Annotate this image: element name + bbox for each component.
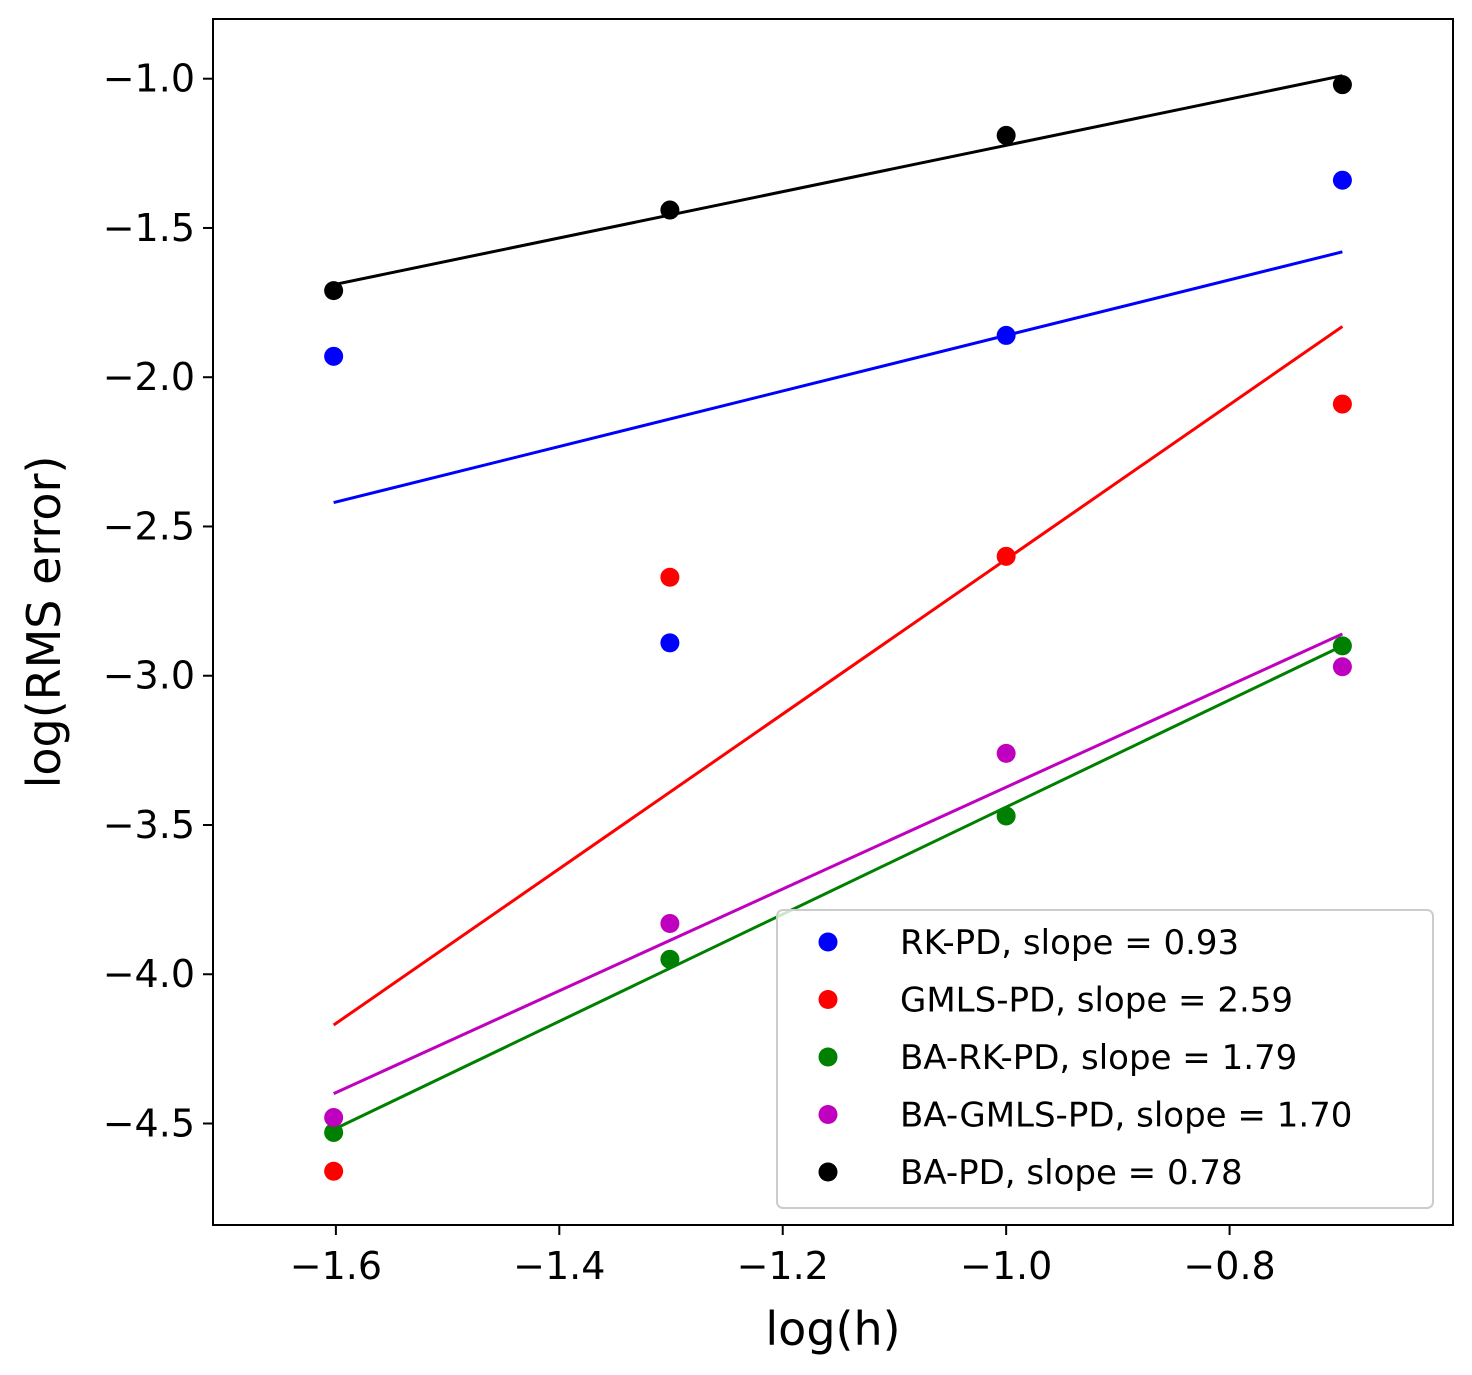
legend-label: BA-RK-PD, slope = 1.79 xyxy=(900,1038,1297,1078)
y-tick-label: −1.0 xyxy=(103,57,195,101)
x-axis-label: log(h) xyxy=(765,1302,900,1356)
data-point xyxy=(1332,170,1352,190)
x-axis-ticks: −1.6 −1.4 −1.2 −1.0 −0.8 xyxy=(290,1225,1276,1288)
plot-frame xyxy=(212,18,1454,1226)
y-tick-label: −3.5 xyxy=(103,803,195,847)
legend-label: GMLS-PD, slope = 2.59 xyxy=(900,981,1293,1021)
fit-line xyxy=(333,74,1343,287)
x-tick-label: −1.4 xyxy=(513,1244,605,1288)
data-point xyxy=(660,200,680,220)
fit-line xyxy=(332,325,1344,1027)
y-tick-label: −4.5 xyxy=(103,1102,195,1146)
y-axis-label: log(RMS error) xyxy=(17,456,71,789)
data-point xyxy=(660,567,680,587)
fit-line xyxy=(333,250,1343,505)
data-point xyxy=(660,949,680,969)
data-point xyxy=(996,806,1016,826)
legend-marker xyxy=(818,990,838,1009)
y-axis-ticks: −1.0 −1.5 −2.0 −2.5 −3.0 −3.5 −4.0 −4.5 xyxy=(103,57,213,1146)
data-point xyxy=(660,633,680,653)
y-tick-label: −2.0 xyxy=(103,355,195,399)
x-tick-label: −1.2 xyxy=(737,1244,829,1288)
data-point xyxy=(1332,75,1352,95)
data-point xyxy=(324,281,344,301)
data-point xyxy=(324,1122,344,1142)
legend-label: RK-PD, slope = 0.93 xyxy=(900,923,1239,963)
y-tick-label: −1.5 xyxy=(103,206,195,250)
y-tick-label: −4.0 xyxy=(103,952,195,996)
x-tick-label: −1.0 xyxy=(960,1244,1052,1288)
legend-marker xyxy=(818,932,838,952)
data-point xyxy=(996,743,1016,763)
data-point xyxy=(324,346,344,366)
legend-label: BA-GMLS-PD, slope = 1.70 xyxy=(900,1096,1352,1136)
data-point xyxy=(996,125,1016,145)
data-point xyxy=(1332,394,1352,414)
legend: RK-PD, slope = 0.93 GMLS-PD, slope = 2.59… xyxy=(776,909,1434,1209)
data-point xyxy=(1332,657,1352,677)
fit-line xyxy=(333,644,1344,1131)
data-point xyxy=(324,1108,344,1128)
fit-lines xyxy=(332,74,1344,1131)
fit-line xyxy=(333,632,1344,1096)
legend-marker xyxy=(818,1047,838,1067)
data-point xyxy=(660,914,680,933)
legend-label: BA-PD, slope = 0.78 xyxy=(900,1153,1243,1193)
data-point xyxy=(324,1161,344,1181)
legend-marker xyxy=(818,1105,838,1124)
y-tick-label: −3.0 xyxy=(103,654,195,698)
legend-marker xyxy=(818,1162,838,1182)
data-point xyxy=(1332,636,1352,656)
x-tick-label: −0.8 xyxy=(1183,1244,1275,1288)
y-tick-label: −2.5 xyxy=(103,504,195,548)
data-point xyxy=(996,325,1016,345)
x-tick-label: −1.6 xyxy=(290,1244,382,1288)
data-points xyxy=(324,75,1352,1181)
data-point xyxy=(996,546,1016,566)
legend-box xyxy=(776,909,1434,1209)
